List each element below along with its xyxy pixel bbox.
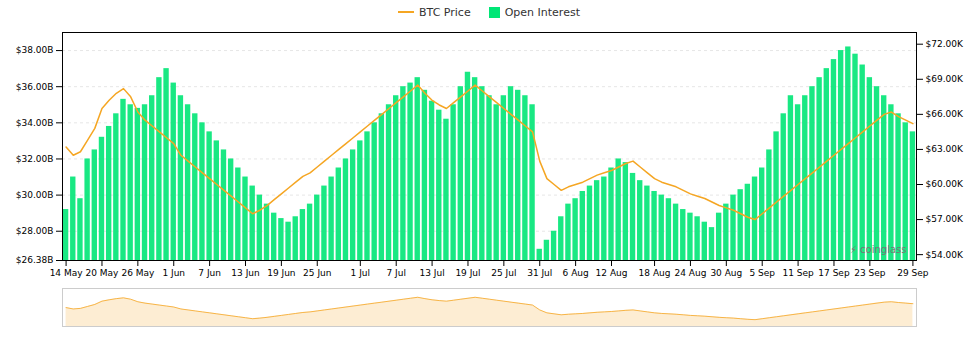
svg-text:13 Jun: 13 Jun	[231, 268, 259, 278]
svg-text:24 Aug: 24 Aug	[674, 268, 706, 278]
svg-text:6 Aug: 6 Aug	[563, 268, 589, 278]
svg-text:5 Sep: 5 Sep	[749, 268, 775, 278]
svg-text:$63.00K: $63.00K	[926, 144, 964, 154]
svg-text:$69.00K: $69.00K	[926, 74, 964, 84]
svg-text:7 Jun: 7 Jun	[198, 268, 221, 278]
svg-text:$38.00B: $38.00B	[16, 45, 54, 55]
svg-text:$34.00B: $34.00B	[16, 118, 54, 128]
svg-text:⚡ coinglass: ⚡ coinglass	[850, 244, 907, 255]
html-text:BTC Price: BTC Price	[419, 5, 471, 19]
svg-text:$54.00K: $54.00K	[926, 250, 964, 260]
svg-text:$26.38B: $26.38B	[16, 255, 54, 265]
svg-text:19 Jun: 19 Jun	[267, 268, 295, 278]
svg-text:1 Jun: 1 Jun	[162, 268, 185, 278]
svg-text:12 Aug: 12 Aug	[596, 268, 628, 278]
svg-text:25 Jun: 25 Jun	[303, 268, 331, 278]
svg-text:29 Sep: 29 Sep	[897, 268, 929, 278]
svg-text:$66.00K: $66.00K	[926, 109, 964, 119]
svg-text:$30.00B: $30.00B	[16, 190, 54, 200]
svg-text:$57.00K: $57.00K	[926, 214, 964, 224]
svg-text:14 May: 14 May	[50, 268, 84, 278]
svg-text:$28.00B: $28.00B	[16, 226, 54, 236]
svg-text:$32.00B: $32.00B	[16, 154, 54, 164]
svg-text:7 Jul: 7 Jul	[386, 268, 405, 278]
svg-text:19 Jul: 19 Jul	[455, 268, 480, 278]
svg-text:25 Jul: 25 Jul	[491, 268, 516, 278]
svg-text:13 Jul: 13 Jul	[420, 268, 445, 278]
svg-text:30 Aug: 30 Aug	[710, 268, 742, 278]
svg-text:11 Sep: 11 Sep	[782, 268, 814, 278]
svg-text:18 Aug: 18 Aug	[639, 268, 671, 278]
svg-text:31 Jul: 31 Jul	[527, 268, 552, 278]
svg-text:20 May: 20 May	[86, 268, 120, 278]
svg-text:17 Sep: 17 Sep	[818, 268, 850, 278]
svg-text:23 Sep: 23 Sep	[854, 268, 886, 278]
svg-text:1 Jul: 1 Jul	[351, 268, 370, 278]
svg-text:$36.00B: $36.00B	[16, 82, 54, 92]
svg-text:26 May: 26 May	[121, 268, 155, 278]
svg-text:$60.00K: $60.00K	[926, 179, 964, 189]
html-text:Open Interest: Open Interest	[504, 5, 580, 19]
svg-text:$72.00K: $72.00K	[926, 39, 964, 49]
